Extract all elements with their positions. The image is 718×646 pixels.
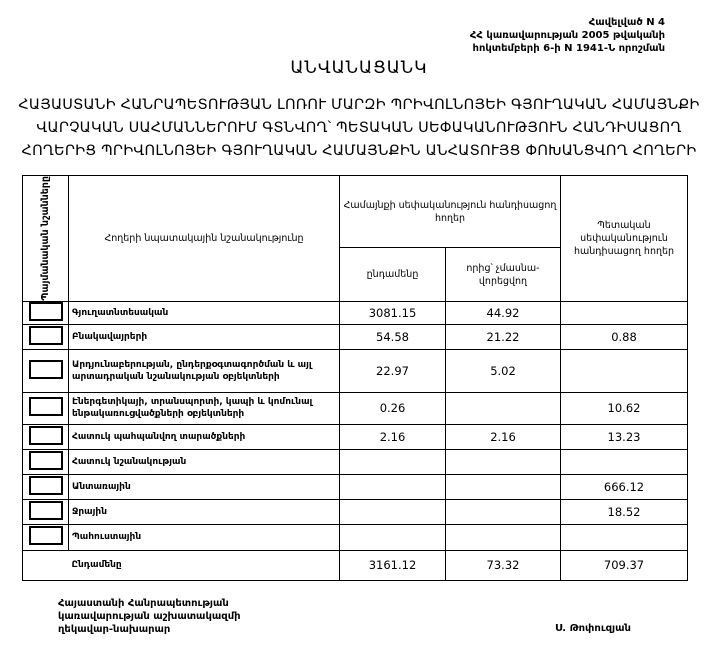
header-community: Համայնքի սեփականություն հանդիսացող հողեր — [339, 174, 561, 249]
signatory-line: կառավարության աշխատակազմի — [58, 611, 241, 622]
row-total: 0.26 — [339, 391, 446, 425]
row-label: Արդյունաբերության, ընդերքօգտագործման և ա… — [68, 348, 340, 393]
signatory-line: ղեկավար-նախարար — [58, 624, 171, 635]
row-state: 0.88 — [560, 323, 688, 350]
row-non-privatizable — [445, 498, 561, 525]
document-title: ԱՆՎԱՆԱՑԱՆԿ — [290, 58, 428, 78]
signatory-name: Ս. Թոփուզյան — [555, 623, 631, 634]
totals-total: 3161.12 — [339, 549, 446, 581]
land-table: Պայմանական նշանները Հողերի նպատակային նշ… — [22, 174, 688, 581]
row-total: 22.97 — [339, 348, 446, 393]
heading-line: ՎԱՐՉԱԿԱՆ ՍԱՀՄԱՆՆԵՐՈՒՄ ԳՏՆՎՈՂ՝ ՊԵՏԱԿԱՆ ՍԵ… — [36, 120, 682, 136]
appendix-reference: Հավելված N 4 ՀՀ կառավարության 2005 թվակա… — [440, 16, 665, 55]
row-non-privatizable — [445, 391, 561, 425]
header-state: Պետական սեփականություն հանդիսացող հողեր — [560, 175, 688, 302]
row-total — [339, 473, 446, 500]
legend-symbol-box — [28, 359, 63, 379]
row-state: 13.23 — [560, 423, 688, 450]
row-non-privatizable — [445, 523, 561, 551]
table-row: Բնակավայրերի 54.58 21.22 0.88 — [22, 323, 688, 350]
legend-symbol-box — [28, 425, 63, 445]
row-total: 54.58 — [339, 323, 446, 350]
row-non-privatizable — [445, 473, 561, 500]
table-row: Անտառային 666.12 — [22, 473, 688, 500]
row-non-privatizable: 44.92 — [445, 300, 561, 325]
row-label: Անտառային — [68, 473, 340, 500]
heading-line: ՀՈՂԵՐԻՑ ՊՐԻՎՈԼՆՈՅԵԻ ԳՅՈՒՂԱԿԱՆ ՀԱՄԱՅՆՔԻՆ … — [21, 143, 697, 159]
legend-symbol-box — [28, 500, 63, 520]
row-total — [339, 523, 446, 551]
legend-symbol-box — [28, 301, 63, 321]
row-total — [339, 448, 446, 475]
heading-line: ՀԱՅԱՍՏԱՆԻ ՀԱՆՐԱՊԵՏՈՒԹՅԱՆ ԼՈՌՈՒ ՄԱՐԶԻ ՊՐԻ… — [18, 97, 700, 113]
header-non-privatizable: որից՝ չմասնա-վորեցվող — [445, 247, 561, 302]
appendix-line: Հավելված N 4 — [588, 17, 665, 28]
legend-symbol-box — [28, 475, 63, 495]
legend-symbol-box — [28, 450, 63, 470]
document-heading: ՀԱՅԱՍՏԱՆԻ ՀԱՆՐԱՊԵՏՈՒԹՅԱՆ ԼՈՌՈՒ ՄԱՐԶԻ ՊՐԻ… — [0, 94, 718, 163]
row-non-privatizable: 21.22 — [445, 323, 561, 350]
totals-non-privatizable: 73.32 — [445, 549, 561, 581]
totals-row: Ընդամենը 3161.12 73.32 709.37 — [22, 549, 688, 581]
row-state — [560, 448, 688, 475]
table-row: Պահուստային — [22, 523, 688, 551]
row-label: Գյուղատնտեսական — [68, 300, 340, 325]
appendix-line: ՀՀ կառավարության 2005 թվականի — [469, 30, 665, 41]
row-total — [339, 498, 446, 525]
row-label: Հատուկ պահպանվող տարածքների — [68, 423, 340, 450]
row-total: 2.16 — [339, 423, 446, 450]
row-state: 18.52 — [560, 498, 688, 525]
row-non-privatizable — [445, 448, 561, 475]
table-row: Արդյունաբերության, ընդերքօգտագործման և ա… — [22, 348, 688, 393]
totals-state: 709.37 — [560, 549, 688, 581]
row-state: 10.62 — [560, 391, 688, 425]
row-total: 3081.15 — [339, 300, 446, 325]
row-label: Բնակավայրերի — [68, 323, 340, 350]
header-total: ընդամենը — [339, 247, 446, 302]
totals-label: Ընդամենը — [68, 549, 340, 581]
row-state — [560, 348, 688, 393]
appendix-line: հոկտեմբերի 6-ի N 1941-Ն որոշման — [472, 43, 665, 54]
row-state: 666.12 — [560, 473, 688, 500]
row-label: Էներգետիկայի, տրանսպորտի, կապի և կոմունա… — [68, 391, 340, 425]
row-label: Ջրային — [68, 498, 340, 525]
row-state — [560, 523, 688, 551]
row-state — [560, 300, 688, 325]
row-label: Պահուստային — [68, 523, 340, 551]
row-non-privatizable: 5.02 — [445, 348, 561, 393]
table-row: Էներգետիկայի, տրանսպորտի, կապի և կոմունա… — [22, 391, 688, 425]
table-row: Ջրային 18.52 — [22, 498, 688, 525]
table-row: Հատուկ պահպանվող տարածքների 2.16 2.16 13… — [22, 423, 688, 450]
table-row: Հատուկ նշանակության — [22, 448, 688, 475]
row-label: Հատուկ նշանակության — [68, 448, 340, 475]
signatory-line: Հայաստանի Հանրապետության — [58, 598, 229, 609]
header-symbols: Պայմանական նշանները — [22, 175, 69, 302]
header-purpose: Հողերի նպատակային նշանակությունը — [68, 175, 340, 302]
table-row: Գյուղատնտեսական 3081.15 44.92 — [22, 300, 688, 325]
legend-symbol-box — [28, 325, 63, 345]
row-non-privatizable: 2.16 — [445, 423, 561, 450]
signatory-title: Հայաստանի Հանրապետության կառավարության ա… — [58, 597, 241, 636]
legend-symbol-box — [28, 397, 63, 417]
legend-symbol-box — [28, 526, 63, 546]
